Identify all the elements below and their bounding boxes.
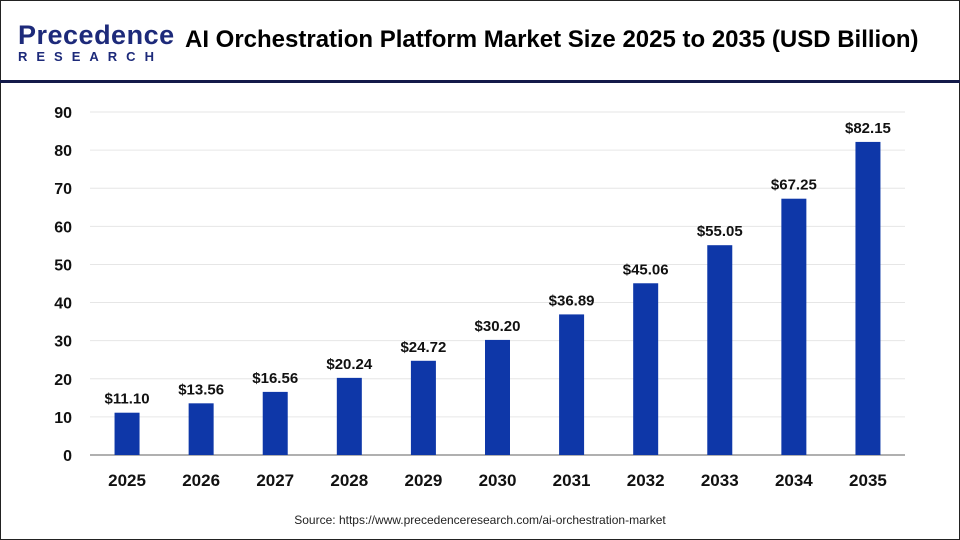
x-tick-label: 2025 [108, 471, 146, 490]
data-label-2031: $36.89 [549, 292, 595, 309]
data-label-2025: $11.10 [105, 391, 150, 408]
source-note: Source: https://www.precedenceresearch.c… [294, 513, 666, 527]
y-tick-label: 90 [54, 105, 72, 122]
bar-2028 [336, 377, 362, 455]
data-label-2027: $16.56 [252, 370, 298, 387]
chart-title: AI Orchestration Platform Market Size 20… [185, 26, 919, 53]
y-tick-label: 30 [54, 334, 72, 351]
y-tick-label: 80 [54, 143, 72, 160]
data-label-2033: $55.05 [697, 223, 743, 240]
x-tick-label: 2029 [404, 471, 442, 490]
bar-2035 [855, 141, 881, 455]
bar-2027 [262, 391, 288, 455]
y-tick-label: 0 [63, 448, 72, 465]
x-tick-label: 2032 [627, 471, 665, 490]
data-label-2032: $45.06 [623, 261, 669, 278]
x-tick-label: 2028 [330, 471, 368, 490]
x-tick-label: 2033 [701, 471, 739, 490]
x-tick-label: 2030 [479, 471, 517, 490]
y-tick-label: 20 [54, 372, 72, 389]
x-tick-label: 2031 [553, 471, 591, 490]
header: Precedence RESEARCH AI Orchestration Pla… [0, 0, 960, 83]
data-label-2026: $13.56 [178, 381, 224, 398]
x-tick-label: 2027 [256, 471, 294, 490]
y-tick-label: 50 [54, 257, 72, 274]
data-label-2028: $20.24 [326, 356, 373, 373]
bar-2029 [410, 360, 436, 455]
y-tick-label: 70 [54, 181, 72, 198]
bar-2032 [633, 283, 659, 455]
x-tick-label: 2034 [775, 471, 813, 490]
y-tick-label: 10 [54, 410, 72, 427]
x-tick-label: 2035 [849, 471, 887, 490]
bar-2034 [781, 198, 807, 456]
x-tick-label: 2026 [182, 471, 220, 490]
data-label-2030: $30.20 [475, 318, 521, 335]
y-tick-label: 40 [54, 296, 72, 313]
bar-2033 [707, 245, 733, 455]
bar-2031 [559, 314, 585, 455]
logo: Precedence RESEARCH [18, 20, 175, 65]
data-label-2035: $82.15 [845, 120, 891, 137]
y-tick-label: 60 [54, 219, 72, 236]
data-label-2029: $24.72 [400, 339, 446, 356]
bar-2025 [114, 412, 140, 455]
data-label-2034: $67.25 [771, 177, 817, 194]
bar-2026 [188, 403, 214, 455]
logo-line2: RESEARCH [18, 49, 163, 64]
logo-line1: Precedence [18, 20, 175, 50]
bar-2030 [485, 339, 510, 455]
